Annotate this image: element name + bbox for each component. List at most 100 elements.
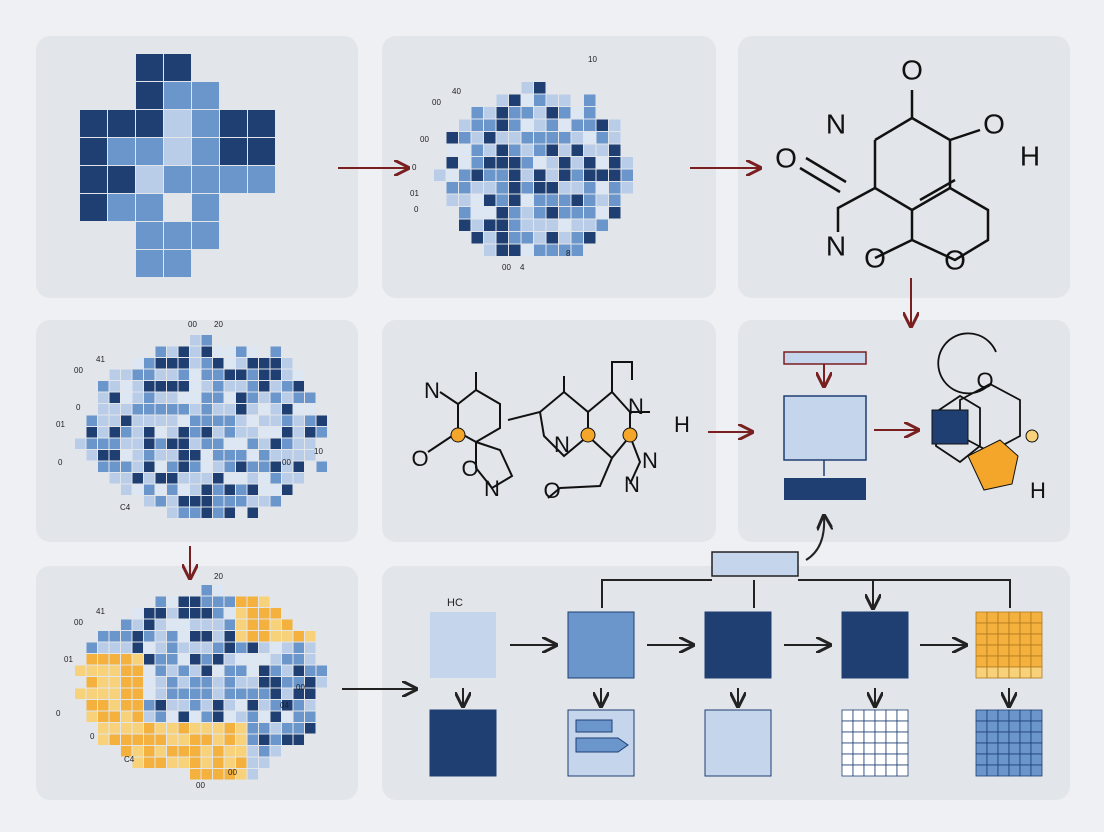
cell — [236, 711, 247, 722]
grid-label: 00 — [196, 781, 205, 790]
cell — [190, 723, 201, 734]
cell — [201, 392, 212, 403]
atom: N — [826, 108, 846, 139]
cell — [121, 369, 132, 380]
cell — [534, 144, 546, 156]
cell — [155, 688, 166, 699]
cell — [178, 734, 189, 745]
cell — [609, 132, 621, 144]
cell — [121, 642, 132, 653]
cell — [975, 709, 988, 722]
cell — [109, 450, 120, 461]
cell — [975, 666, 988, 679]
cell — [986, 655, 999, 668]
cell — [201, 461, 212, 472]
cell — [446, 157, 458, 169]
cell — [270, 496, 281, 507]
cell — [132, 392, 143, 403]
cell — [874, 720, 887, 733]
cell — [1019, 611, 1032, 624]
cell — [293, 677, 304, 688]
cell — [997, 611, 1010, 624]
cell — [1008, 622, 1021, 635]
cell — [178, 450, 189, 461]
cell — [155, 496, 166, 507]
cell — [509, 182, 521, 194]
cell — [293, 688, 304, 699]
cell — [201, 746, 212, 757]
cell — [201, 496, 212, 507]
cell — [132, 369, 143, 380]
cell — [559, 244, 571, 256]
cell — [98, 392, 109, 403]
cell — [247, 404, 258, 415]
cell — [521, 107, 533, 119]
cell — [559, 194, 571, 206]
cell — [885, 731, 898, 744]
cell — [521, 132, 533, 144]
cell — [259, 484, 270, 495]
cell — [178, 619, 189, 630]
cell — [484, 132, 496, 144]
cell — [190, 654, 201, 665]
cell — [167, 619, 178, 630]
cell — [293, 392, 304, 403]
cell — [136, 194, 163, 221]
cell — [201, 438, 212, 449]
cell — [559, 132, 571, 144]
cell — [121, 381, 132, 392]
cell — [270, 677, 281, 688]
cell — [509, 94, 521, 106]
cell — [609, 207, 621, 219]
cell — [259, 700, 270, 711]
cell — [190, 688, 201, 699]
cell — [571, 132, 583, 144]
grid-label: 00 — [228, 768, 237, 777]
cell — [121, 461, 132, 472]
cell — [108, 138, 135, 165]
cell — [224, 769, 235, 780]
cell — [178, 358, 189, 369]
cell — [459, 132, 471, 144]
pipeline-label: HC — [447, 597, 463, 609]
cell — [132, 358, 143, 369]
cell — [121, 723, 132, 734]
cell — [571, 244, 583, 256]
cell — [459, 144, 471, 156]
cell — [841, 720, 854, 733]
cell — [167, 358, 178, 369]
cell — [446, 182, 458, 194]
cell — [201, 427, 212, 438]
cell — [201, 596, 212, 607]
cell — [259, 358, 270, 369]
cell — [986, 622, 999, 635]
cell — [190, 427, 201, 438]
cell — [236, 596, 247, 607]
cell — [144, 757, 155, 768]
atom: H — [674, 412, 690, 437]
cell — [121, 734, 132, 745]
cell — [534, 157, 546, 169]
atom: H — [1020, 140, 1040, 171]
cell — [259, 619, 270, 630]
cell — [86, 677, 97, 688]
cell — [132, 427, 143, 438]
cell — [270, 369, 281, 380]
cell — [144, 438, 155, 449]
cell — [259, 404, 270, 415]
cell — [201, 404, 212, 415]
cell — [534, 182, 546, 194]
cell — [201, 654, 212, 665]
cell — [546, 194, 558, 206]
cell — [109, 688, 120, 699]
cell — [986, 666, 999, 679]
cell — [852, 742, 865, 755]
cell — [178, 746, 189, 757]
cell — [496, 119, 508, 131]
cell — [86, 642, 97, 653]
cell — [213, 415, 224, 426]
cell — [190, 346, 201, 357]
cell — [190, 677, 201, 688]
cell — [213, 734, 224, 745]
cell — [559, 119, 571, 131]
